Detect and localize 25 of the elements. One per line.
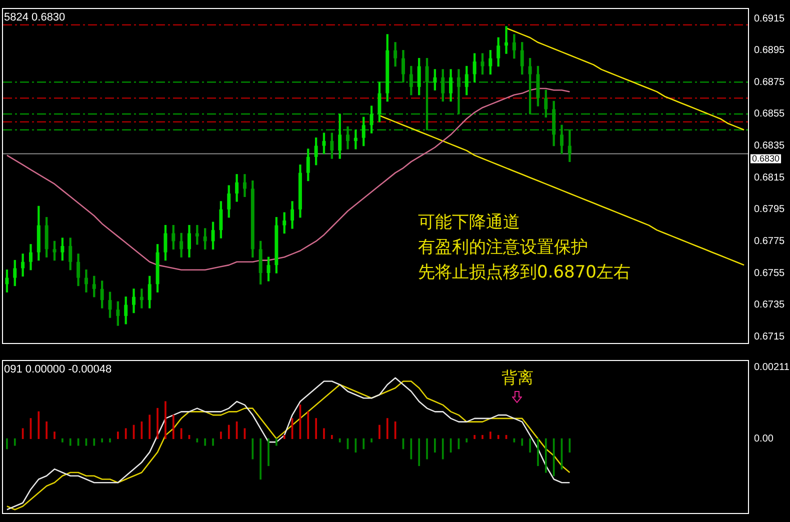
annotation: 先将止损点移到0.6870左右 [418, 262, 630, 282]
y-tick-label: 0.6775 [754, 236, 786, 247]
y-tick-label: 0.6795 [754, 204, 786, 216]
annotation: 背离 [501, 368, 534, 388]
y-tick-label: 0.00 [754, 433, 774, 444]
y-tick-label: 0.6875 [754, 76, 786, 88]
annotation: 可能下降通道 [418, 212, 520, 232]
y-tick-label: 0.00211 [754, 362, 790, 374]
candlestick [195, 224, 199, 245]
annotation: 091 0.00000 -0.00048 [4, 364, 112, 376]
ref-line-label: 0.6830 [752, 154, 780, 164]
y-tick-label: 0.6735 [754, 300, 786, 311]
candlestick [140, 288, 144, 308]
y-tick-label: 0.6895 [754, 45, 786, 56]
y-tick-label: 0.6715 [754, 331, 786, 342]
y-tick-label: 0.6915 [754, 13, 786, 24]
candlestick [504, 26, 508, 54]
candlestick [456, 69, 460, 114]
y-tick-label: 0.6815 [754, 172, 786, 184]
y-tick-label: 0.6755 [754, 268, 786, 279]
annotation: 有盈利的注意设置保护 [418, 237, 588, 258]
y-tick-label: 0.6835 [754, 140, 786, 152]
y-tick-label: 0.6855 [754, 108, 786, 120]
candlestick [354, 130, 358, 150]
annotation: 5824 0.6830 [4, 12, 66, 24]
